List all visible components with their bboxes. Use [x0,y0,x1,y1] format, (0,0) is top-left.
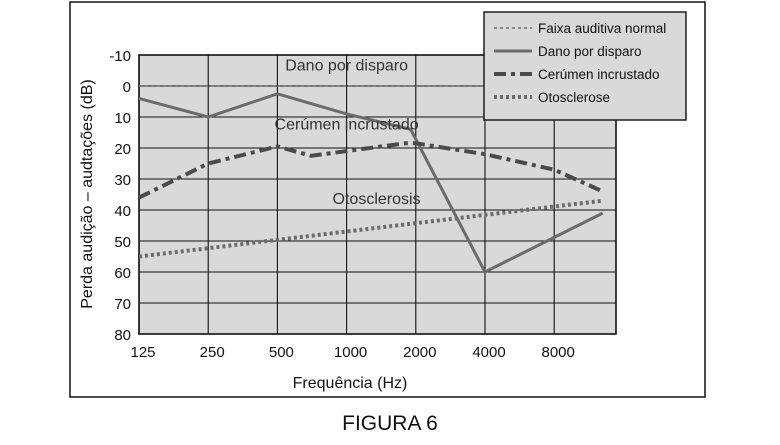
annotation-label: Otosclerosis [333,191,421,208]
y-tick-label: -10 [109,48,131,65]
figure-caption: FIGURA 6 [342,412,438,435]
series-line-dano-por-disparo [138,92,604,275]
legend-label: Dano por disparo [538,44,642,59]
annotation-label: Dano por disparo [285,58,408,75]
figure-frame [69,1,706,398]
annotation-label: Cerúmen incrustado [275,116,419,133]
x-tick-labels: 125 250 500 1000 2000 4000 8000 [130,344,574,361]
x-tick-label: 4000 [472,344,505,361]
legend: Faixa auditiva normal Dano por disparo Cer… [483,11,687,121]
legend-box [483,11,687,121]
y-axis-label: Perda audição – audtações (dB) [79,79,96,308]
x-axis-label: Frequência (Hz) [293,375,408,392]
x-tick-label: 250 [200,344,225,361]
x-tick-label: 2000 [403,344,436,361]
y-tick-label: 70 [114,296,131,313]
plot-border [138,54,617,335]
x-tick-label: 500 [269,344,294,361]
y-tick-label: 60 [114,265,131,282]
y-tick-label: 30 [114,172,131,189]
x-tick-label: 1000 [334,344,367,361]
y-tick-label: 20 [114,141,131,158]
y-tick-label: 50 [114,234,131,251]
y-tick-label: 80 [114,327,131,344]
x-tick-label: 8000 [542,344,575,361]
y-tick-labels: -10 0 10 20 30 40 50 60 70 80 [109,48,131,344]
legend-label: Faixa auditiva normal [538,21,666,36]
series-line-cer-men-incrustado [138,141,604,200]
x-tick-label: 125 [130,344,155,361]
legend-label: Cerúmen incrustado [538,67,660,82]
y-tick-label: 0 [123,79,131,96]
y-tick-label: 40 [114,203,131,220]
annotation-group: Dano por disparo Cerúmen incrustado Otoscl… [275,58,421,208]
y-tick-label: 10 [114,110,131,127]
legend-label: Otosclerose [538,90,610,105]
